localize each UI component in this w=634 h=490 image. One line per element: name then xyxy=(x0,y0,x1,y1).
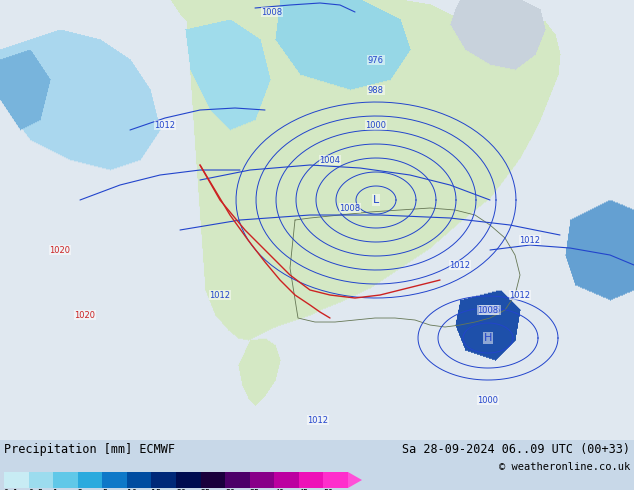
Bar xyxy=(275,472,299,488)
Text: 0.5: 0.5 xyxy=(29,489,44,490)
Text: 976: 976 xyxy=(368,55,384,65)
Bar xyxy=(323,472,348,488)
Bar xyxy=(200,472,225,488)
Text: 1012: 1012 xyxy=(209,291,231,299)
Text: 1020: 1020 xyxy=(49,245,70,254)
Text: 1000: 1000 xyxy=(477,395,498,405)
Text: 15: 15 xyxy=(152,489,162,490)
Text: 1012: 1012 xyxy=(307,416,328,424)
Text: 25: 25 xyxy=(200,489,210,490)
Text: 1004: 1004 xyxy=(320,155,340,165)
Text: 5: 5 xyxy=(102,489,107,490)
Text: 10: 10 xyxy=(127,489,137,490)
Text: © weatheronline.co.uk: © weatheronline.co.uk xyxy=(499,462,630,472)
Text: 2: 2 xyxy=(78,489,82,490)
Text: 1016: 1016 xyxy=(479,305,501,315)
Bar xyxy=(78,472,102,488)
Text: 1008: 1008 xyxy=(261,7,283,17)
Text: 40: 40 xyxy=(275,489,284,490)
Bar xyxy=(299,472,323,488)
Bar xyxy=(4,472,29,488)
Text: 50: 50 xyxy=(323,489,333,490)
Text: 1012: 1012 xyxy=(155,121,176,129)
Text: 45: 45 xyxy=(299,489,309,490)
Text: 1000: 1000 xyxy=(365,121,387,129)
Text: H: H xyxy=(484,333,492,343)
Text: 1012: 1012 xyxy=(510,291,531,299)
Polygon shape xyxy=(348,472,362,488)
Text: 1: 1 xyxy=(53,489,58,490)
Bar xyxy=(127,472,152,488)
Text: 1008: 1008 xyxy=(477,305,498,315)
Text: 30: 30 xyxy=(225,489,235,490)
Text: Sa 28-09-2024 06..09 UTC (00+33): Sa 28-09-2024 06..09 UTC (00+33) xyxy=(402,443,630,456)
Text: 1020: 1020 xyxy=(75,311,96,319)
Text: Precipitation [mm] ECMWF: Precipitation [mm] ECMWF xyxy=(4,443,175,456)
Text: 1008: 1008 xyxy=(339,203,361,213)
Text: 988: 988 xyxy=(368,85,384,95)
Bar xyxy=(176,472,200,488)
Text: 0.1: 0.1 xyxy=(4,489,19,490)
Bar xyxy=(53,472,78,488)
Text: 35: 35 xyxy=(250,489,260,490)
Bar xyxy=(250,472,275,488)
Text: 1012: 1012 xyxy=(450,261,470,270)
Bar xyxy=(29,472,53,488)
Bar xyxy=(102,472,127,488)
Text: 20: 20 xyxy=(176,489,186,490)
Bar xyxy=(225,472,250,488)
Bar xyxy=(152,472,176,488)
Text: L: L xyxy=(373,195,379,205)
Text: 1012: 1012 xyxy=(519,236,541,245)
